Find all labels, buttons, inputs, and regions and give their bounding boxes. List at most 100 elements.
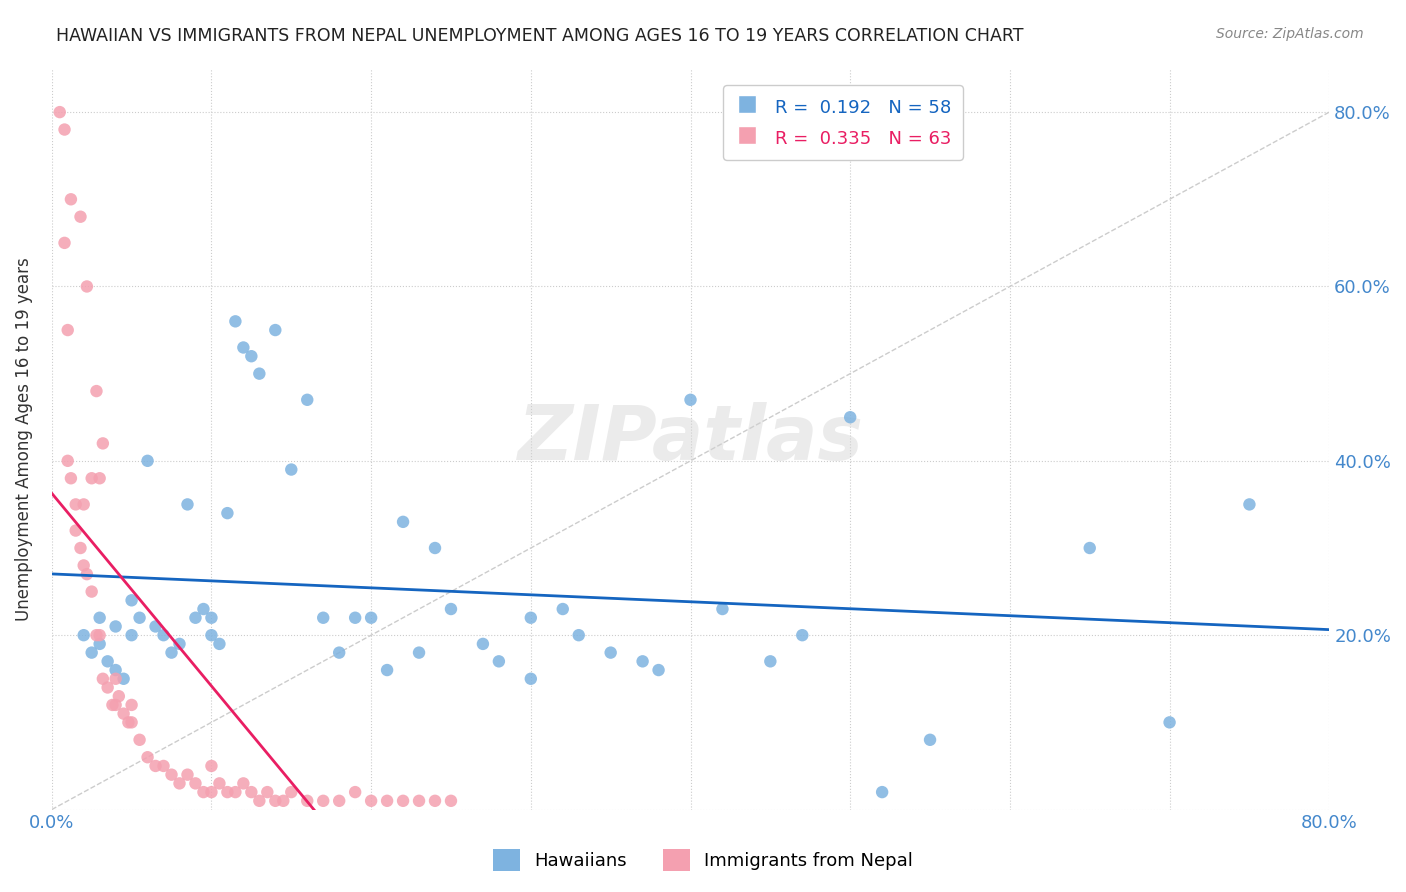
Legend: Hawaiians, Immigrants from Nepal: Hawaiians, Immigrants from Nepal: [485, 842, 921, 879]
Point: [1239, 497, 1261, 511]
Point: [152, 628, 174, 642]
Point: [69, 210, 91, 224]
Point: [48, 105, 70, 120]
Point: [136, 750, 159, 764]
Point: [256, 785, 278, 799]
Point: [160, 646, 183, 660]
Point: [208, 776, 231, 790]
Point: [121, 628, 143, 642]
Point: [73, 558, 96, 573]
Point: [53, 122, 76, 136]
Point: [1078, 541, 1101, 555]
Point: [488, 654, 510, 668]
Point: [97, 654, 120, 668]
Y-axis label: Unemployment Among Ages 16 to 19 years: Unemployment Among Ages 16 to 19 years: [15, 257, 32, 621]
Point: [121, 715, 143, 730]
Point: [247, 367, 270, 381]
Point: [86, 628, 108, 642]
Point: [89, 611, 111, 625]
Point: [471, 637, 494, 651]
Point: [193, 785, 215, 799]
Point: [80, 471, 103, 485]
Point: [136, 454, 159, 468]
Point: [328, 646, 350, 660]
Point: [312, 611, 335, 625]
Point: [344, 611, 367, 625]
Point: [264, 323, 287, 337]
Legend: R =  0.192   N = 58, R =  0.335   N = 63: R = 0.192 N = 58, R = 0.335 N = 63: [723, 85, 963, 160]
Point: [360, 611, 382, 625]
Point: [224, 314, 246, 328]
Point: [312, 794, 335, 808]
Point: [89, 637, 111, 651]
Point: [184, 611, 207, 625]
Point: [104, 619, 127, 633]
Point: [297, 794, 319, 808]
Point: [839, 410, 862, 425]
Point: [59, 192, 82, 206]
Point: [108, 690, 131, 704]
Point: [297, 392, 319, 407]
Point: [423, 794, 446, 808]
Point: [375, 794, 398, 808]
Point: [918, 732, 941, 747]
Point: [408, 646, 430, 660]
Point: [200, 785, 222, 799]
Point: [86, 384, 108, 398]
Point: [169, 637, 191, 651]
Point: [121, 698, 143, 712]
Point: [76, 567, 98, 582]
Point: [328, 794, 350, 808]
Point: [128, 611, 150, 625]
Point: [240, 785, 263, 799]
Point: [80, 584, 103, 599]
Point: [440, 602, 463, 616]
Point: [184, 776, 207, 790]
Point: [360, 794, 382, 808]
Point: [193, 602, 215, 616]
Point: [520, 672, 543, 686]
Point: [169, 776, 191, 790]
Point: [65, 497, 87, 511]
Point: [176, 497, 198, 511]
Point: [599, 646, 621, 660]
Point: [264, 794, 287, 808]
Point: [89, 471, 111, 485]
Point: [520, 611, 543, 625]
Point: [104, 663, 127, 677]
Point: [408, 794, 430, 808]
Point: [112, 672, 135, 686]
Point: [232, 776, 254, 790]
Point: [145, 619, 167, 633]
Point: [759, 654, 782, 668]
Point: [208, 637, 231, 651]
Point: [440, 794, 463, 808]
Point: [271, 794, 294, 808]
Point: [217, 506, 239, 520]
Point: [344, 785, 367, 799]
Point: [551, 602, 574, 616]
Point: [53, 235, 76, 250]
Point: [76, 279, 98, 293]
Point: [280, 462, 302, 476]
Point: [91, 436, 114, 450]
Text: HAWAIIAN VS IMMIGRANTS FROM NEPAL UNEMPLOYMENT AMONG AGES 16 TO 19 YEARS CORRELA: HAWAIIAN VS IMMIGRANTS FROM NEPAL UNEMPL…: [56, 27, 1024, 45]
Point: [59, 471, 82, 485]
Point: [392, 515, 415, 529]
Point: [1159, 715, 1181, 730]
Point: [631, 654, 654, 668]
Point: [69, 541, 91, 555]
Point: [247, 794, 270, 808]
Point: [568, 628, 591, 642]
Point: [870, 785, 893, 799]
Point: [375, 663, 398, 677]
Point: [128, 732, 150, 747]
Point: [232, 341, 254, 355]
Point: [56, 454, 79, 468]
Point: [97, 681, 120, 695]
Text: ZIPatlas: ZIPatlas: [517, 402, 863, 476]
Point: [280, 785, 302, 799]
Point: [91, 672, 114, 686]
Point: [101, 698, 124, 712]
Point: [792, 628, 814, 642]
